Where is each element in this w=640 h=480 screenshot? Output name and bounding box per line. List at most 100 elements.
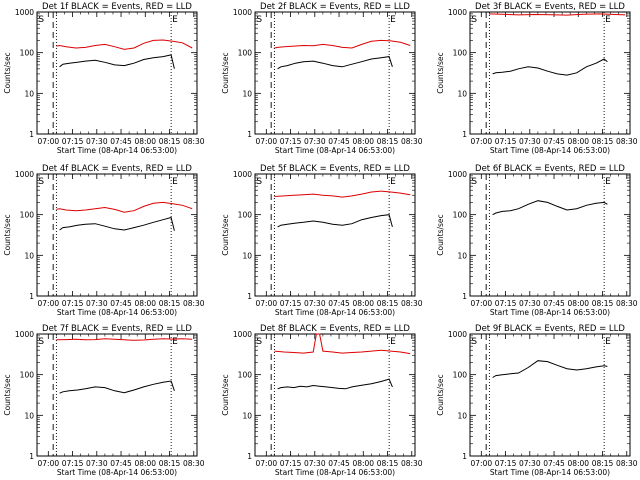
x-axis-label: Start Time (08-Apr-14 06:53:00) <box>490 308 610 317</box>
x-tick-label: 07:45 <box>110 299 132 308</box>
x-axis-label: Start Time (08-Apr-14 06:53:00) <box>275 468 395 477</box>
x-tick-label: 08:30 <box>183 137 205 146</box>
end-marker: E <box>390 337 396 347</box>
plot-frame <box>254 173 416 297</box>
start-marker: S <box>471 337 477 347</box>
y-tick-label: 1 <box>29 292 34 301</box>
series-line-lld <box>274 190 411 198</box>
y-axis-label: Counts/sec <box>221 374 230 415</box>
series-line-events <box>492 200 608 216</box>
x-tick-label: 08:15 <box>377 137 399 146</box>
series-line-lld <box>56 39 193 50</box>
x-tick-label: 08:15 <box>592 459 614 468</box>
end-marker: E <box>172 15 178 25</box>
y-tick-label: 100 <box>238 371 253 380</box>
panel-det-5: Det 5f BLACK = Events, RED = LLD 1 10 100 10… <box>221 164 423 317</box>
start-marker: S <box>38 177 44 187</box>
x-axis-label: Start Time (08-Apr-14 06:53:00) <box>275 146 395 155</box>
y-tick-label: 100 <box>20 49 35 58</box>
series-line-events <box>59 216 175 231</box>
y-axis-label: Counts/sec <box>436 374 445 415</box>
panel-det-6: Det 6f BLACK = Events, RED = LLD 1 10 100 10… <box>436 164 638 317</box>
y-tick-label: 100 <box>453 211 468 220</box>
x-tick-label: 07:15 <box>62 459 84 468</box>
y-tick-label: 100 <box>453 371 468 380</box>
series-line-events <box>492 360 608 378</box>
y-tick-label: 1000 <box>448 8 467 17</box>
x-tick-label: 07:00 <box>38 459 60 468</box>
panel-title: Det 1f BLACK = Events, RED = LLD <box>42 2 192 12</box>
x-tick-label: 07:15 <box>62 299 84 308</box>
y-tick-label: 100 <box>20 371 35 380</box>
y-minor-ticks <box>37 335 197 445</box>
y-axis-label: Counts/sec <box>3 52 12 93</box>
x-tick-label: 07:00 <box>38 299 60 308</box>
series-line-lld <box>56 338 193 341</box>
x-tick-label: 08:30 <box>183 299 205 308</box>
y-axis-label: Counts/sec <box>3 374 12 415</box>
x-tick-label: 08:15 <box>159 137 181 146</box>
series-line-lld <box>489 13 626 16</box>
x-tick-label: 08:00 <box>352 137 374 146</box>
panel-title: Det 7f BLACK = Events, RED = LLD <box>42 324 192 334</box>
x-axis-label: Start Time (08-Apr-14 06:53:00) <box>275 308 395 317</box>
x-tick-label: 07:00 <box>256 137 278 146</box>
y-tick-label: 1 <box>29 130 34 139</box>
y-tick-label: 10 <box>24 411 34 420</box>
panel-title: Det 8f BLACK = Events, RED = LLD <box>260 324 410 334</box>
start-marker: S <box>471 177 477 187</box>
x-tick-label: 08:30 <box>616 459 638 468</box>
x-tick-label: 08:15 <box>592 299 614 308</box>
x-tick-label: 08:30 <box>616 137 638 146</box>
y-tick-label: 100 <box>238 49 253 58</box>
x-tick-label: 07:00 <box>471 459 493 468</box>
end-marker: E <box>605 15 611 25</box>
x-tick-label: 07:00 <box>256 459 278 468</box>
panel-det-8: Det 8f BLACK = Events, RED = LLD 1 10 100 10… <box>221 324 423 477</box>
series-line-events <box>492 58 608 76</box>
plot-frame <box>469 173 631 297</box>
y-tick-label: 1 <box>29 452 34 461</box>
x-tick-label: 08:15 <box>592 137 614 146</box>
panel-det-2: Det 2f BLACK = Events, RED = LLD 1 10 100 10… <box>221 2 423 155</box>
y-tick-label: 10 <box>24 89 34 98</box>
x-tick-label: 08:00 <box>352 459 374 468</box>
x-tick-label: 07:00 <box>471 137 493 146</box>
panel-title: Det 3f BLACK = Events, RED = LLD <box>475 2 625 12</box>
x-tick-label: 08:00 <box>134 459 156 468</box>
series-line-events <box>277 214 393 228</box>
x-tick-label: 07:00 <box>256 299 278 308</box>
x-tick-label: 07:30 <box>304 459 326 468</box>
plot-frame <box>36 11 198 135</box>
y-tick-label: 1000 <box>233 170 252 179</box>
x-tick-label: 07:30 <box>519 299 541 308</box>
x-tick-label: 07:00 <box>471 299 493 308</box>
series-line-events <box>59 380 175 394</box>
x-tick-label: 07:45 <box>110 459 132 468</box>
panel-title: Det 2f BLACK = Events, RED = LLD <box>260 2 410 12</box>
series-line-lld <box>274 333 411 355</box>
x-tick-label: 07:15 <box>62 137 84 146</box>
y-tick-label: 1 <box>247 130 252 139</box>
start-marker: S <box>38 15 44 25</box>
series-line-lld <box>56 201 193 213</box>
panel-title: Det 9f BLACK = Events, RED = LLD <box>475 324 625 334</box>
end-marker: E <box>605 337 611 347</box>
x-tick-label: 08:30 <box>401 137 423 146</box>
y-axis-label: Counts/sec <box>221 52 230 93</box>
plot-frame <box>36 173 198 297</box>
y-tick-label: 10 <box>242 251 252 260</box>
x-tick-label: 08:30 <box>401 459 423 468</box>
x-tick-label: 07:45 <box>328 459 350 468</box>
x-tick-label: 08:30 <box>401 299 423 308</box>
y-minor-ticks <box>37 13 197 123</box>
y-tick-label: 1000 <box>233 330 252 339</box>
x-tick-label: 07:45 <box>328 137 350 146</box>
x-tick-label: 08:30 <box>183 459 205 468</box>
y-tick-label: 1 <box>247 452 252 461</box>
plot-frame <box>469 333 631 457</box>
y-tick-label: 10 <box>457 411 467 420</box>
x-tick-label: 08:15 <box>159 299 181 308</box>
x-tick-label: 07:15 <box>280 459 302 468</box>
